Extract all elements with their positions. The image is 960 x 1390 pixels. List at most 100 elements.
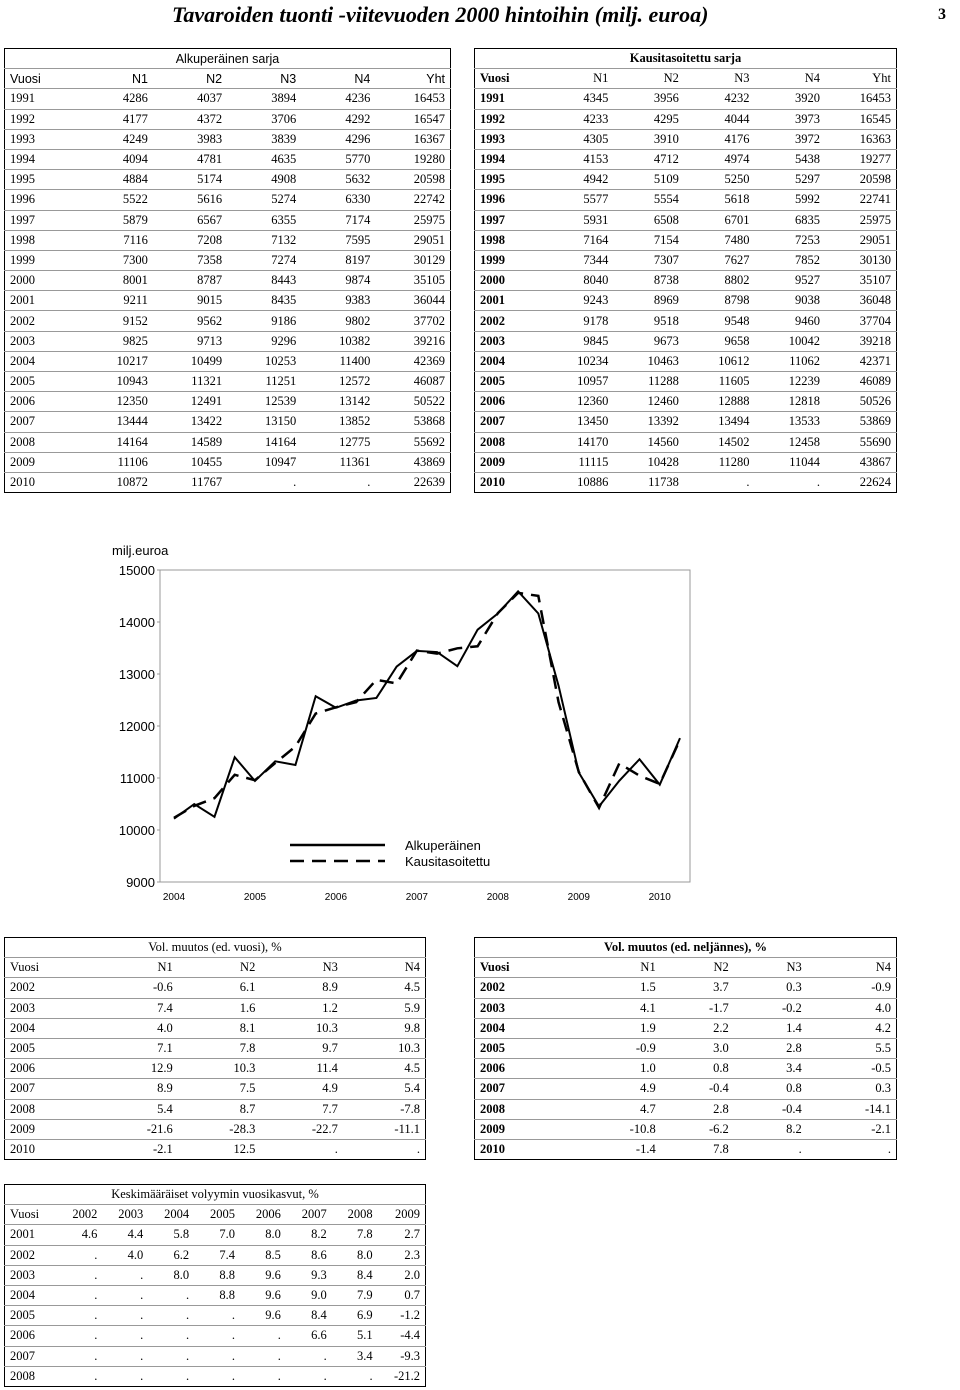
column-header: N1	[78, 68, 153, 89]
table-cell: 16545	[825, 108, 897, 130]
table-cell: -0.4	[660, 1078, 734, 1099]
table-cell: 42369	[375, 350, 451, 372]
table-cell: 39218	[825, 330, 897, 352]
title-row: Keskimääräiset volyymin vuosikasvut, %	[5, 1185, 426, 1205]
table-cell: 9186	[227, 310, 302, 332]
table-cell: 7480	[683, 229, 755, 251]
table-cell: 4781	[152, 148, 228, 170]
table-cell: 4.0	[95, 1017, 178, 1039]
table-cell: 5438	[754, 148, 826, 170]
table-cell: 16453	[825, 88, 897, 110]
table-cell: 0.8	[660, 1058, 734, 1079]
table-row: 1996 5522 5616 5274 6330 22742	[4, 189, 451, 210]
column-header: N1	[95, 957, 178, 978]
data-table: Vol. muutos (ed. vuosi), % Vuosi N1 N2 N3 N4 2…	[4, 937, 426, 1161]
table-cell: -1.4	[572, 1138, 661, 1160]
table-row: 2008 5.4 8.7 7.7 -7.8	[4, 1098, 426, 1120]
table-row: 2004... 8.8 9.6 9.0 7.9 0.7	[4, 1284, 426, 1306]
table-row: 2003 9825 9713 9296 10382 39216	[4, 330, 451, 352]
table-cell: 2007	[4, 411, 79, 433]
table-cell: 9460	[754, 310, 826, 332]
table-row: 2004 1.9 2.2 1.4 4.2	[474, 1017, 897, 1039]
table-row: 2008 4.7 2.8 -0.4 -14.1	[474, 1098, 897, 1120]
table-cell: 6.6	[285, 1325, 332, 1346]
table-cell: 2003	[4, 330, 79, 352]
table-cell: 9874	[301, 270, 376, 291]
table-cell: 12491	[152, 391, 228, 412]
table-cell: 4372	[152, 108, 228, 130]
table-cell: 50522	[375, 391, 451, 412]
table-cell: 9845	[542, 330, 614, 352]
table-cell: 1995	[474, 169, 543, 190]
table-cell: 8.8	[194, 1284, 240, 1306]
table-cell: 7627	[683, 249, 755, 271]
table-cell: 11288	[613, 370, 684, 392]
table-cell: -0.4	[733, 1098, 807, 1120]
data-table: Kausitasoitettu sarja Vuosi N1 N2 N3 N4 Yht 199…	[474, 48, 897, 494]
table-cell: 9713	[152, 330, 228, 352]
title-row: Alkuperäinen sarja	[5, 49, 451, 69]
table-row: 1996 5577 5554 5618 5992 22741	[474, 189, 897, 210]
table-cell: 6701	[683, 209, 755, 231]
table-cell: 4236	[301, 88, 376, 110]
table-cell: 7.1	[95, 1037, 178, 1059]
table-row: 1993 4305 3910 4176 3972 16363	[474, 128, 897, 150]
table-cell: 13392	[613, 411, 684, 433]
table-cell: 2009	[474, 1118, 573, 1140]
table-cell: 8197	[301, 249, 376, 271]
table-cell: 5616	[152, 189, 228, 210]
table-cell: 29051	[825, 229, 897, 251]
table-cell: 9658	[683, 330, 755, 352]
table-cell: 22742	[375, 189, 451, 210]
table-cell: 30129	[375, 249, 451, 271]
table-row: 2010 -1.4 7.8..	[474, 1138, 897, 1160]
table-cell: 3894	[227, 88, 302, 110]
table-cell: 8.9	[95, 1078, 178, 1099]
table-cell: .	[194, 1305, 240, 1326]
table-cell: 2008	[4, 1365, 57, 1387]
table-cell: 6330	[301, 189, 376, 210]
table-cell: .	[301, 471, 376, 493]
plot-frame	[159, 569, 691, 883]
table-cell: 0.7	[377, 1284, 426, 1306]
table-row: 2006 1.0 0.8 3.4 -0.5	[474, 1058, 897, 1079]
table-cell: 42371	[825, 350, 897, 372]
table-cell: 2004	[4, 1284, 57, 1306]
table-row: 1991 4345 3956 4232 3920 16453	[474, 88, 897, 110]
title-row: Vol. muutos (ed. vuosi), %	[5, 938, 426, 958]
table-row: 2008....... -21.2	[4, 1365, 426, 1387]
table-cell: 4.2	[806, 1017, 897, 1039]
table-cell: 5174	[152, 169, 228, 190]
table-cell: 8.6	[285, 1244, 332, 1266]
table-cell: 2005	[4, 1037, 96, 1059]
table-cell: 7.0	[194, 1224, 240, 1246]
table-cell: 7154	[613, 229, 684, 251]
table-cell: -0.5	[806, 1058, 897, 1079]
table-cell: 4908	[227, 169, 302, 190]
page-number: 3	[938, 6, 946, 23]
table-cell: -0.9	[806, 977, 897, 999]
table-cell: 6567	[152, 209, 228, 231]
table-cell: 11321	[152, 370, 228, 392]
table-cell: -21.6	[95, 1118, 178, 1140]
table-cell: 7.9	[331, 1284, 378, 1306]
table-cell: 4635	[227, 148, 302, 170]
table-cell: -28.3	[177, 1118, 261, 1140]
table-cell: 4942	[542, 169, 614, 190]
y-tick-label: 13000	[119, 667, 155, 682]
table-cell: 4037	[152, 88, 228, 110]
table-cell: 1.5	[572, 977, 661, 999]
table-cell: 35105	[375, 270, 451, 291]
table-cell: 9.6	[239, 1284, 286, 1306]
table-title: Vol. muutos (ed. neljännes), %	[603, 940, 768, 955]
table-cell: 2002	[474, 310, 543, 332]
table-cell: -1.7	[660, 997, 734, 1019]
table-cell: 2.3	[377, 1244, 426, 1266]
table-cell: 2006	[474, 391, 543, 412]
column-header: Yht	[375, 68, 451, 89]
table-cell: 4176	[683, 128, 755, 150]
table-cell: 13422	[152, 411, 228, 433]
table-cell: 6.2	[148, 1244, 195, 1266]
table-cell: 2010	[4, 471, 79, 493]
table-cell: 19280	[375, 148, 451, 170]
